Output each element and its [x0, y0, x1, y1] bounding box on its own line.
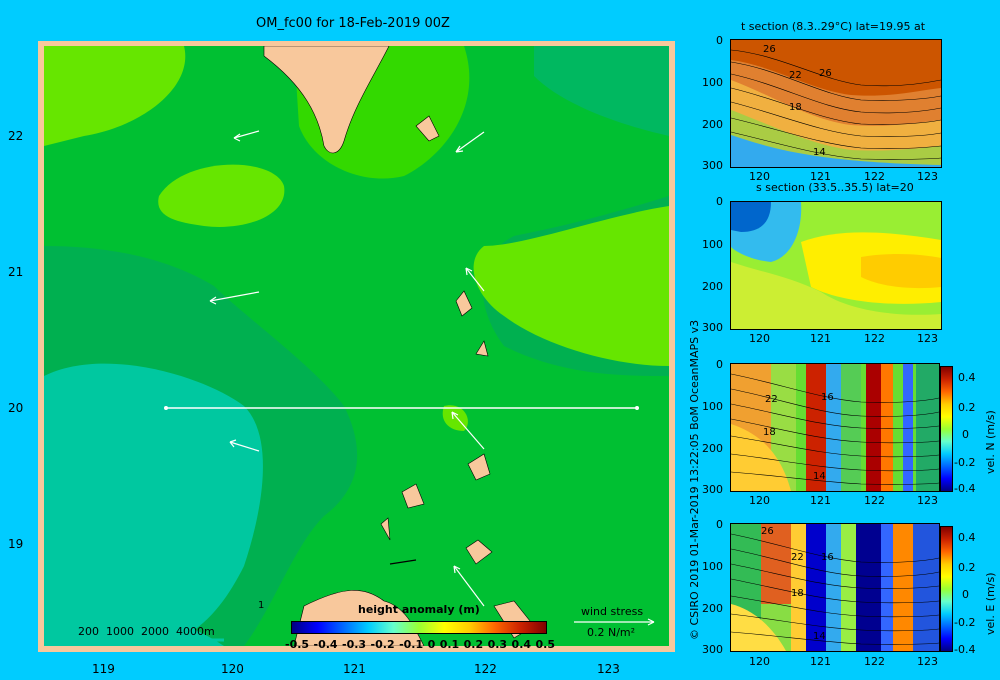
height-colorbar: [291, 621, 547, 634]
vel-n-panel: 22 16 18 14: [730, 363, 940, 492]
contour-label: 18: [763, 427, 776, 438]
colorbar-tick: 0.1: [439, 638, 460, 651]
marker-label: 1: [258, 600, 265, 611]
s-y-tick: 0: [716, 195, 723, 208]
vel-e-cbar-tick: 0: [962, 588, 969, 601]
wind-stress-label: wind stress: [581, 605, 644, 618]
vel-n-cbar-tick: 0.4: [958, 371, 976, 384]
s-x-tick: 121: [810, 332, 831, 345]
s-x-tick: 122: [864, 332, 885, 345]
s-x-tick: 120: [749, 332, 770, 345]
t-y-tick: 100: [702, 76, 723, 89]
s-section-title: s section (33.5..35.5) lat=20: [756, 181, 914, 194]
contour-label: 14: [813, 147, 826, 158]
e-y-tick: 300: [702, 643, 723, 656]
colorbar-ticks: -0.5 -0.4 -0.3 -0.2 -0.1 0 0.1 0.2 0.3 0…: [285, 638, 555, 651]
t-y-tick: 200: [702, 118, 723, 131]
contour-label: 22: [789, 70, 802, 81]
x-tick: 121: [343, 662, 366, 676]
n-x-tick: 120: [749, 494, 770, 507]
colorbar-title: height anomaly (m): [358, 603, 480, 616]
y-tick: 20: [8, 401, 24, 415]
n-x-tick: 123: [917, 494, 938, 507]
vel-n-cbar-tick: -0.2: [954, 456, 976, 469]
y-tick: 22: [8, 129, 24, 143]
t-section-panel: 26 22 26 18 14: [730, 39, 942, 168]
contour-label: 14: [813, 631, 826, 642]
colorbar-tick: 0.2: [463, 638, 484, 651]
n-x-tick: 121: [810, 494, 831, 507]
t-section-title: t section (8.3..29°C) lat=19.95 at: [741, 20, 926, 33]
vel-e-colorbar: [940, 526, 953, 652]
e-y-tick: 0: [716, 518, 723, 531]
contour-label: 16: [821, 552, 834, 563]
y-tick: 19: [8, 537, 24, 551]
e-y-tick: 100: [702, 560, 723, 573]
s-y-tick: 100: [702, 238, 723, 251]
s-x-tick: 123: [917, 332, 938, 345]
height-anomaly-map: [44, 46, 669, 646]
colorbar-tick: 0.4: [511, 638, 532, 651]
n-y-tick: 300: [702, 483, 723, 496]
contour-label: 22: [765, 394, 778, 405]
colorbar-tick: -0.5: [285, 638, 310, 651]
vel-n-cbar-tick: 0: [962, 428, 969, 441]
vel-e-panel: 26 22 16 18 14: [730, 523, 940, 652]
colorbar-tick: -0.3: [342, 638, 367, 651]
contour-label: 26: [763, 44, 776, 55]
credit-text: © CSIRO 2019 01-Mar-2019 13:22:05 BoM Oc…: [688, 319, 701, 640]
e-x-tick: 120: [749, 655, 770, 668]
y-tick: 21: [8, 265, 24, 279]
x-tick: 119: [92, 662, 115, 676]
t-y-tick: 0: [716, 34, 723, 47]
vel-e-cbar-tick: 0.2: [958, 561, 976, 574]
x-tick: 120: [221, 662, 244, 676]
x-tick: 123: [597, 662, 620, 676]
contour-label: 14: [813, 471, 826, 482]
n-y-tick: 0: [716, 358, 723, 371]
vel-n-label: vel. N (m/s): [984, 410, 997, 474]
colorbar-tick: 0: [427, 638, 436, 651]
s-y-tick: 200: [702, 280, 723, 293]
map-title: OM_fc00 for 18-Feb-2019 00Z: [256, 16, 450, 31]
t-x-tick: 122: [864, 170, 885, 183]
colorbar-tick: -0.2: [370, 638, 395, 651]
x-tick: 122: [474, 662, 497, 676]
contour-label: 26: [761, 526, 774, 537]
contour-label: 22: [791, 552, 804, 563]
depth-legend: 200 1000 2000 4000m: [78, 625, 215, 638]
contour-label: 26: [819, 68, 832, 79]
vel-n-cbar-tick: 0.2: [958, 401, 976, 414]
colorbar-tick: -0.1: [399, 638, 424, 651]
n-y-tick: 200: [702, 442, 723, 455]
colorbar-tick: -0.4: [313, 638, 338, 651]
n-x-tick: 122: [864, 494, 885, 507]
contour-label: 18: [789, 102, 802, 113]
e-x-tick: 123: [917, 655, 938, 668]
t-x-tick: 120: [749, 170, 770, 183]
e-x-tick: 122: [864, 655, 885, 668]
n-y-tick: 100: [702, 400, 723, 413]
s-y-tick: 300: [702, 321, 723, 334]
vel-n-cbar-tick: -0.4: [954, 482, 976, 495]
e-x-tick: 121: [810, 655, 831, 668]
vel-e-cbar-tick: -0.2: [954, 616, 976, 629]
s-section-panel: [730, 201, 942, 330]
e-y-tick: 200: [702, 602, 723, 615]
vel-e-cbar-tick: 0.4: [958, 531, 976, 544]
vel-e-label: vel. E (m/s): [984, 572, 997, 635]
colorbar-tick: 0.3: [487, 638, 508, 651]
t-x-tick: 121: [810, 170, 831, 183]
contour-label: 16: [821, 392, 834, 403]
t-x-tick: 123: [917, 170, 938, 183]
contour-label: 18: [791, 588, 804, 599]
colorbar-tick: 0.5: [535, 638, 556, 651]
vel-e-cbar-tick: -0.4: [954, 643, 976, 656]
wind-stress-value: 0.2 N/m²: [587, 626, 636, 639]
vel-n-colorbar: [940, 366, 953, 492]
t-y-tick: 300: [702, 159, 723, 172]
